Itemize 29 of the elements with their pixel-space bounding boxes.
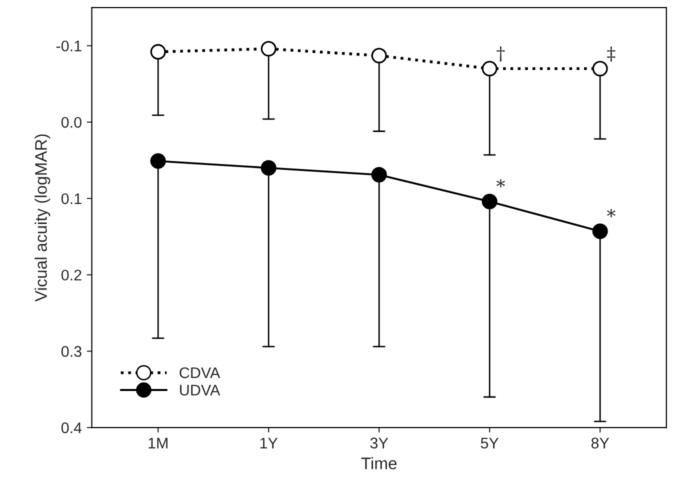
y-tick-label: 0.1: [61, 193, 82, 204]
point: [371, 48, 387, 64]
y-tick-label: 0.2: [61, 270, 82, 281]
point: [592, 224, 608, 240]
point: [371, 167, 387, 183]
x-tick-label: 1M: [148, 438, 168, 448]
point: [150, 153, 166, 169]
annotation: ‡: [607, 46, 616, 62]
x-tick-label: 1Y: [260, 438, 278, 448]
y-tick-label: -0.1: [56, 40, 82, 52]
point: [260, 41, 276, 57]
point: [260, 160, 276, 176]
point: [482, 194, 498, 210]
point: [592, 60, 608, 76]
legend-label: CDVA: [180, 367, 220, 378]
x-tick-label: 5Y: [480, 438, 499, 448]
y-tick-label: 0.4: [61, 422, 82, 434]
legend-label: UDVA: [180, 384, 220, 396]
y-tick-label: 0.3: [61, 346, 82, 357]
annotation: †: [496, 46, 505, 62]
x-axis-title: Time: [361, 457, 397, 470]
y-axis-title: Vicual acuity (logMAR): [34, 134, 50, 302]
y-tick-label: 0.0: [61, 116, 82, 128]
annotation: *: [606, 208, 616, 218]
point: [482, 60, 498, 76]
point: [150, 44, 166, 60]
annotation: *: [496, 179, 505, 188]
x-tick-label: 3Y: [370, 438, 388, 448]
x-tick-label: 8Y: [591, 438, 610, 448]
